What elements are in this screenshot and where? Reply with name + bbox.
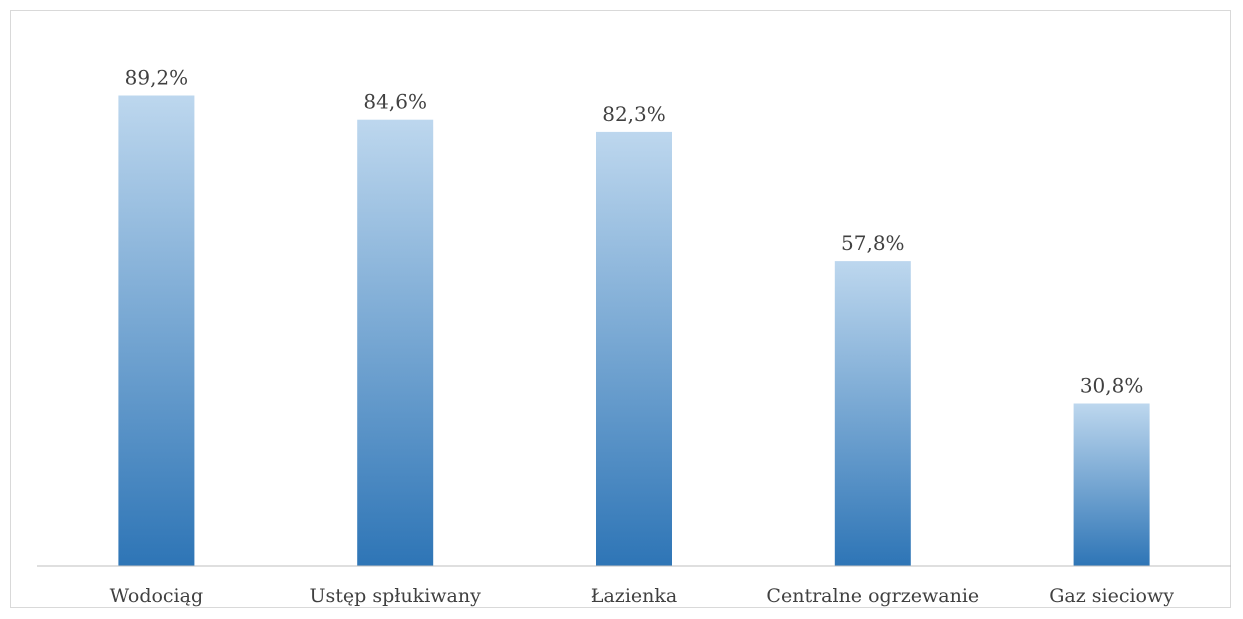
bar-5 [1073,403,1150,566]
bar-2 [357,119,434,566]
bar-3 [596,131,672,566]
bar-4 [834,261,911,566]
category-label-2: Ustęp spłukiwany [310,585,482,607]
category-labels-layer: Wodociąg Ustęp spłukiwany Łazienka Centraln… [110,585,1175,607]
category-label-3: Łazienka [591,585,677,607]
data-label-1: 89,2% [125,66,189,90]
category-label-5: Gaz sieciowy [1049,585,1174,607]
data-labels-layer: 89,2% 84,6% 82,3% 57,8% 30,8% [125,66,1144,398]
data-label-5: 30,8% [1080,374,1144,398]
data-label-3: 82,3% [602,102,666,126]
bars-layer [118,95,1150,566]
category-label-1: Wodociąg [110,585,204,607]
data-label-4: 57,8% [841,231,905,255]
bar-1 [118,95,195,566]
category-label-4: Centralne ogrzewanie [766,585,979,607]
data-label-2: 84,6% [363,90,427,114]
